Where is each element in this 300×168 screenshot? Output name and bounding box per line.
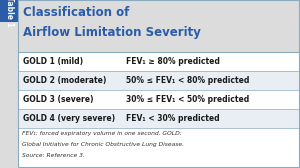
Bar [18, 0, 300, 52]
Text: GOLD 3 (severe): GOLD 3 (severe) [23, 95, 94, 104]
Text: GOLD 4 (very severe): GOLD 4 (very severe) [23, 114, 115, 123]
Text: FEV₁: forced expiratory volume in one second. GOLD:: FEV₁: forced expiratory volume in one se… [22, 131, 182, 136]
Text: FEV₁ < 30% predicted: FEV₁ < 30% predicted [126, 114, 220, 123]
Bar [18, 71, 300, 90]
Text: GOLD 2 (moderate): GOLD 2 (moderate) [23, 76, 106, 85]
Bar [0, 0, 18, 22]
Bar [0, 22, 18, 168]
Text: Table 1: Table 1 [4, 0, 14, 26]
Text: Airflow Limitation Severity: Airflow Limitation Severity [23, 26, 201, 39]
Text: 50% ≤ FEV₁ < 80% predicted: 50% ≤ FEV₁ < 80% predicted [126, 76, 249, 85]
Text: 30% ≤ FEV₁ < 50% predicted: 30% ≤ FEV₁ < 50% predicted [126, 95, 249, 104]
Bar [18, 90, 300, 109]
Text: FEV₁ ≥ 80% predicted: FEV₁ ≥ 80% predicted [126, 57, 220, 66]
Text: Source: Reference 3.: Source: Reference 3. [22, 153, 85, 158]
Text: Classification of: Classification of [23, 6, 129, 19]
Text: GOLD 1 (mild): GOLD 1 (mild) [23, 57, 83, 66]
Bar [18, 52, 300, 71]
Bar [18, 109, 300, 128]
Text: Global Initiative for Chronic Obstructive Lung Disease.: Global Initiative for Chronic Obstructiv… [22, 142, 184, 147]
